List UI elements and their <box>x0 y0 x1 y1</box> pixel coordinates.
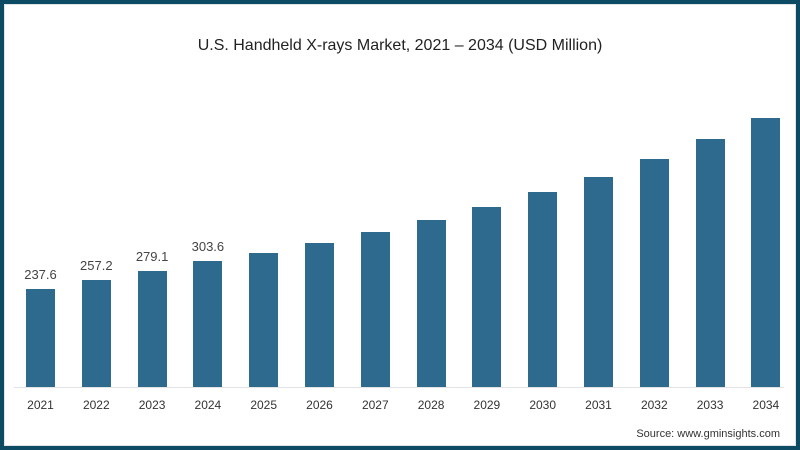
x-tick-label: 2031 <box>585 398 612 412</box>
x-tick-label: 2023 <box>138 398 166 412</box>
bar-2021 <box>26 288 55 387</box>
source-note: Source: www.gminsights.com <box>636 428 780 440</box>
bar-2023 <box>137 271 167 387</box>
x-tick-label: 2021 <box>27 398 54 412</box>
bar-2028 <box>416 220 446 387</box>
x-tick-label: 2028 <box>417 398 445 412</box>
bar-2024 <box>193 261 223 387</box>
x-tick-label: 2033 <box>696 398 724 412</box>
x-tick-label: 2024 <box>194 398 222 412</box>
bar-2027 <box>360 232 390 387</box>
bar-2026 <box>305 242 334 387</box>
chart-title: U.S. Handheld X-rays Market, 2021 – 2034… <box>197 37 603 54</box>
bar-2033 <box>695 139 725 387</box>
x-tick-label: 2034 <box>752 398 780 412</box>
x-tick-label: 2026 <box>306 398 333 412</box>
x-tick-label: 2025 <box>250 398 278 412</box>
bar-2022 <box>81 280 111 387</box>
bar-2030 <box>528 192 558 387</box>
bar-2029 <box>472 207 502 387</box>
data-label: 257.2 <box>80 258 113 274</box>
x-tick-label: 2030 <box>529 398 557 412</box>
data-label: 303.6 <box>191 239 225 255</box>
data-label: 279.1 <box>135 249 169 265</box>
bar-2032 <box>639 158 669 387</box>
data-label: 237.6 <box>24 266 57 282</box>
x-tick-label: 2029 <box>473 398 501 412</box>
x-tick-label: 2027 <box>361 398 389 412</box>
x-tick-label: 2032 <box>640 398 668 412</box>
chart-frame <box>4 4 796 446</box>
bar-2025 <box>249 252 279 387</box>
bar-2031 <box>584 176 613 387</box>
x-tick-label: 2022 <box>82 398 110 412</box>
bar-2034 <box>751 117 781 387</box>
x-axis-line <box>14 387 784 388</box>
